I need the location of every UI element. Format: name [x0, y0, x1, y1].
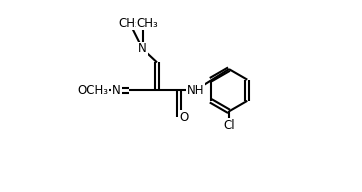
Text: CH₃: CH₃	[118, 17, 140, 30]
Text: N: N	[112, 84, 121, 97]
Text: O: O	[179, 111, 189, 124]
Text: Cl: Cl	[223, 119, 235, 132]
Text: OCH₃: OCH₃	[77, 84, 108, 97]
Text: CH₃: CH₃	[136, 17, 158, 30]
Text: N: N	[138, 42, 147, 55]
Text: NH: NH	[187, 84, 204, 97]
